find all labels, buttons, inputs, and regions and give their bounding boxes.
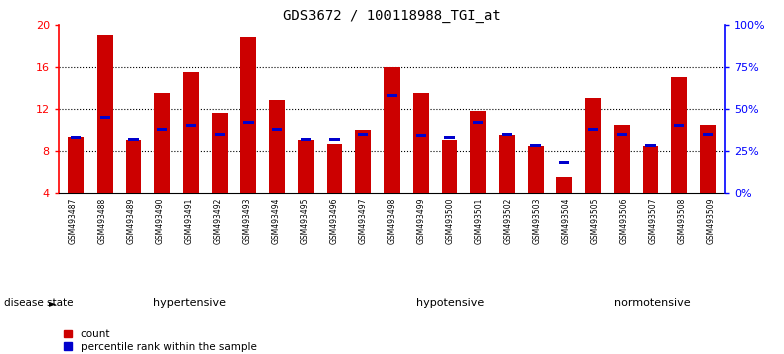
Bar [559, 161, 569, 164]
Text: GSM493494: GSM493494 [271, 197, 281, 244]
Bar [557, 177, 572, 193]
Text: GDS3672 / 100118988_TGI_at: GDS3672 / 100118988_TGI_at [283, 9, 501, 23]
Text: normotensive: normotensive [615, 298, 691, 308]
Bar [298, 141, 314, 193]
Text: GSM493508: GSM493508 [677, 197, 686, 244]
Bar [215, 133, 225, 136]
Bar [186, 124, 196, 127]
Bar [384, 67, 400, 193]
Bar [68, 137, 84, 193]
Text: GSM493503: GSM493503 [532, 197, 542, 244]
Bar [470, 111, 486, 193]
Text: GSM493496: GSM493496 [329, 197, 339, 244]
Bar [212, 113, 227, 193]
Text: GSM493506: GSM493506 [619, 197, 628, 244]
Bar [499, 135, 515, 193]
Bar [269, 101, 285, 193]
Text: GSM493492: GSM493492 [214, 197, 223, 244]
Bar [445, 136, 455, 139]
Bar [617, 133, 627, 136]
Text: GSM493502: GSM493502 [503, 197, 513, 244]
Text: hypotensive: hypotensive [416, 298, 484, 308]
Text: GSM493489: GSM493489 [127, 197, 136, 244]
Bar [329, 138, 339, 141]
Bar [413, 93, 429, 193]
Bar [387, 94, 397, 97]
Bar [531, 144, 541, 147]
Bar [71, 136, 82, 139]
Bar [183, 72, 199, 193]
Text: GSM493491: GSM493491 [185, 197, 194, 244]
Bar [528, 145, 543, 193]
Bar [441, 141, 457, 193]
Legend: count, percentile rank within the sample: count, percentile rank within the sample [64, 329, 256, 352]
Text: hypertensive: hypertensive [153, 298, 226, 308]
Text: disease state: disease state [4, 298, 74, 308]
Bar [585, 98, 601, 193]
Bar [125, 141, 141, 193]
Text: GSM493500: GSM493500 [445, 197, 455, 244]
Bar [243, 121, 253, 124]
Text: GSM493490: GSM493490 [156, 197, 165, 244]
Bar [502, 133, 512, 136]
Bar [129, 138, 139, 141]
Text: GSM493501: GSM493501 [474, 197, 484, 244]
Bar [327, 143, 343, 193]
Bar [416, 134, 426, 137]
Text: GSM493493: GSM493493 [242, 197, 252, 244]
Text: GSM493507: GSM493507 [648, 197, 657, 244]
Bar [702, 133, 713, 136]
Bar [645, 144, 655, 147]
Bar [100, 116, 110, 119]
Bar [272, 127, 282, 131]
Bar [674, 124, 684, 127]
Text: ►: ► [49, 298, 56, 308]
Text: GSM493497: GSM493497 [358, 197, 368, 244]
Bar [154, 93, 170, 193]
Text: GSM493487: GSM493487 [69, 197, 78, 244]
Bar [473, 121, 483, 124]
Text: GSM493499: GSM493499 [416, 197, 426, 244]
Bar [700, 125, 716, 193]
Text: GSM493488: GSM493488 [98, 197, 107, 244]
Bar [614, 125, 630, 193]
Bar [97, 35, 113, 193]
Text: GSM493504: GSM493504 [561, 197, 570, 244]
Text: GSM493505: GSM493505 [590, 197, 599, 244]
Text: GSM493509: GSM493509 [706, 197, 715, 244]
Bar [241, 38, 256, 193]
Bar [643, 145, 659, 193]
Text: GSM493495: GSM493495 [300, 197, 310, 244]
Bar [355, 130, 371, 193]
Bar [671, 77, 687, 193]
Bar [358, 133, 368, 136]
Bar [301, 138, 311, 141]
Bar [588, 127, 598, 131]
Bar [157, 127, 167, 131]
Text: GSM493498: GSM493498 [387, 197, 397, 244]
